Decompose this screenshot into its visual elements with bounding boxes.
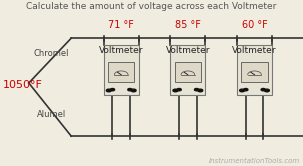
Circle shape bbox=[106, 89, 111, 92]
Text: Alumel: Alumel bbox=[37, 110, 66, 119]
Circle shape bbox=[195, 88, 199, 91]
Bar bbox=[104, 45, 139, 95]
Bar bbox=[237, 45, 272, 95]
Text: Voltmeter: Voltmeter bbox=[232, 46, 277, 55]
Text: 1050°F: 1050°F bbox=[3, 80, 43, 90]
Bar bbox=[170, 45, 205, 95]
Circle shape bbox=[198, 89, 203, 92]
Text: Voltmeter: Voltmeter bbox=[99, 46, 143, 55]
Circle shape bbox=[131, 89, 136, 92]
Bar bbox=[241, 62, 268, 82]
Text: 85 °F: 85 °F bbox=[175, 20, 201, 30]
Text: 71 °F: 71 °F bbox=[108, 20, 134, 30]
Bar bbox=[175, 62, 201, 82]
Bar bbox=[108, 62, 134, 82]
Text: InstrumentationTools.com: InstrumentationTools.com bbox=[209, 158, 300, 164]
Circle shape bbox=[244, 88, 248, 91]
Text: Calculate the amount of voltage across each Voltmeter: Calculate the amount of voltage across e… bbox=[26, 2, 277, 11]
Circle shape bbox=[240, 89, 245, 92]
Text: Voltmeter: Voltmeter bbox=[166, 46, 210, 55]
Circle shape bbox=[177, 88, 181, 91]
Text: 60 °F: 60 °F bbox=[242, 20, 267, 30]
Text: Chromel: Chromel bbox=[34, 49, 69, 58]
Circle shape bbox=[261, 88, 265, 91]
Circle shape bbox=[110, 88, 115, 91]
Circle shape bbox=[128, 88, 132, 91]
Circle shape bbox=[173, 89, 178, 92]
Circle shape bbox=[265, 89, 269, 92]
